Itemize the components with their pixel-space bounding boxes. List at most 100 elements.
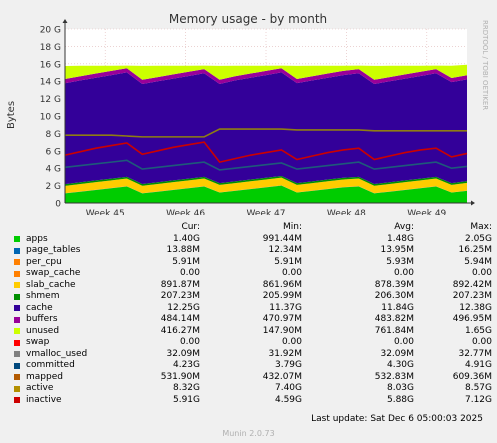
- legend-value-avg: 5.93M: [386, 256, 414, 267]
- legend-value-min: 470.97M: [262, 314, 302, 324]
- y-tick-label: 20 G: [40, 26, 61, 36]
- legend-value-avg: 1.48G: [386, 233, 414, 244]
- legend-value-cur: 8.32G: [172, 383, 200, 393]
- legend-value-min: 861.96M: [262, 279, 302, 290]
- area-unused: [65, 64, 467, 80]
- legend-header-min: Min:: [282, 222, 302, 232]
- legend-swatch: [14, 305, 20, 311]
- legend-value-max: 207.23M: [452, 291, 492, 301]
- legend-value-avg: 13.95M: [380, 245, 414, 255]
- legend-value-cur: 5.91M: [172, 256, 200, 267]
- area-shmem: [65, 175, 467, 186]
- legend-value-min: 7.40G: [274, 383, 302, 393]
- legend-swatch: [14, 293, 20, 300]
- legend-value-avg: 532.83M: [374, 371, 414, 382]
- y-tick-label: 18 G: [40, 43, 61, 53]
- legend-value-max: 2.05G: [464, 233, 492, 244]
- legend-value-avg: 4.30G: [386, 360, 414, 370]
- legend-row-vmalloc-used: vmalloc_used 32.09M 31.92M 32.09M 32.77M: [14, 349, 494, 361]
- legend-header-cur: Cur:: [181, 222, 200, 232]
- legend-value-avg: 878.39M: [374, 279, 414, 290]
- legend-value-max: 5.94M: [464, 256, 492, 267]
- rrdtool-credit: RRDTOOL / TOBI OETIKER: [481, 20, 489, 110]
- legend-value-avg: 0.00: [393, 268, 414, 278]
- legend-value-max: 8.57G: [464, 383, 492, 393]
- y-tick-label: 10 G: [40, 113, 61, 123]
- legend-value-cur: 5.91G: [172, 394, 200, 405]
- area-buffers: [65, 68, 467, 84]
- area-apps: [65, 185, 467, 203]
- x-tick-label: Week 45: [86, 209, 125, 215]
- legend-value-max: 0.00: [471, 268, 492, 278]
- legend-series-name: shmem: [26, 291, 60, 301]
- x-tick-label: Week 48: [327, 209, 366, 215]
- legend-series-name: vmalloc_used: [26, 348, 88, 359]
- y-axis-arrow-icon: [62, 19, 68, 23]
- legend-series-name: active: [26, 383, 54, 393]
- legend-series-name: slab_cache: [26, 279, 76, 290]
- legend-header-max: Max:: [470, 222, 492, 232]
- legend-series-name: swap_cache: [26, 268, 81, 278]
- legend-value-min: 5.91M: [274, 256, 302, 267]
- legend-swatch: [14, 236, 20, 242]
- legend-swatch: [14, 259, 20, 265]
- y-tick-label: 0: [55, 200, 61, 210]
- legend-series-name: page_tables: [26, 245, 81, 255]
- legend-row-cache: cache 12.25G 11.37G 11.84G 12.38G: [14, 303, 494, 315]
- legend-swatch: [14, 339, 20, 346]
- legend-row-apps: apps 1.40G 991.44M 1.48G 2.05G: [14, 234, 494, 246]
- legend-value-max: 12.38G: [459, 302, 492, 313]
- legend-value-cur: 13.88M: [166, 245, 200, 255]
- legend-value-min: 205.99M: [262, 291, 302, 301]
- legend-value-max: 32.77M: [458, 348, 492, 359]
- legend-row-per-cpu: per_cpu 5.91M 5.91M 5.93M 5.94M: [14, 257, 494, 269]
- legend-swatch: [14, 362, 20, 369]
- legend-value-cur: 484.14M: [160, 314, 200, 324]
- legend-value-cur: 531.90M: [160, 371, 200, 382]
- legend-value-avg: 483.82M: [374, 314, 414, 324]
- legend-value-cur: 0.00: [179, 268, 200, 278]
- legend-swatch: [14, 247, 20, 254]
- legend-value-avg: 8.03G: [386, 383, 414, 393]
- legend-value-min: 4.59G: [274, 394, 302, 405]
- y-tick-label: 16 G: [40, 60, 61, 70]
- legend-value-max: 16.25M: [458, 245, 492, 255]
- legend-row-page-tables: page_tables 13.88M 12.34M 13.95M 16.25M: [14, 245, 494, 257]
- legend-swatch: [14, 351, 20, 357]
- legend-value-cur: 4.23G: [172, 360, 200, 370]
- legend-value-avg: 32.09M: [380, 348, 414, 359]
- y-axis-label: Bytes: [6, 101, 17, 129]
- legend-value-avg: 761.84M: [374, 325, 414, 336]
- y-tick-label: 12 G: [40, 95, 61, 105]
- legend-row-mapped: mapped 531.90M 432.07M 532.83M 609.36M: [14, 372, 494, 384]
- legend-swatch: [14, 328, 20, 334]
- legend-series-name: unused: [26, 325, 60, 336]
- legend-value-cur: 12.25G: [167, 302, 200, 313]
- y-tick-label: 4 G: [45, 165, 61, 175]
- legend-row-inactive: inactive 5.91G 4.59G 5.88G 7.12G: [14, 395, 494, 407]
- legend-swatch: [14, 316, 20, 323]
- legend-row-active: active 8.32G 7.40G 8.03G 8.57G: [14, 383, 494, 395]
- line-inactive: [64, 141, 468, 164]
- chart-title: Memory usage - by month: [169, 12, 327, 26]
- memory-chart: Memory usage - by month Bytes RRDTOOL / …: [6, 12, 489, 215]
- legend-header-avg: Avg:: [394, 222, 414, 232]
- legend-value-avg: 0.00: [393, 337, 414, 347]
- legend-swatch: [14, 374, 20, 380]
- legend-swatch: [14, 282, 20, 288]
- legend-value-min: 991.44M: [262, 233, 302, 244]
- x-tick-label: Week 46: [166, 209, 205, 215]
- last-update: Last update: Sat Dec 6 05:00:03 2025: [311, 414, 483, 424]
- legend-header: Cur: Min: Avg: Max:: [14, 222, 494, 234]
- legend-value-max: 4.91G: [464, 360, 492, 370]
- legend-series-name: cache: [26, 302, 53, 313]
- legend-swatch: [14, 385, 20, 392]
- legend-value-cur: 416.27M: [160, 325, 200, 336]
- legend-swatch: [14, 397, 20, 403]
- legend-value-avg: 11.84G: [381, 302, 414, 313]
- legend-value-min: 31.92M: [268, 348, 302, 359]
- legend-series-name: apps: [26, 233, 48, 244]
- legend-row-unused: unused 416.27M 147.90M 761.84M 1.65G: [14, 326, 494, 338]
- y-tick-label: 8 G: [45, 130, 61, 140]
- legend-row-slab-cache: slab_cache 891.87M 861.96M 878.39M 892.42M: [14, 280, 494, 292]
